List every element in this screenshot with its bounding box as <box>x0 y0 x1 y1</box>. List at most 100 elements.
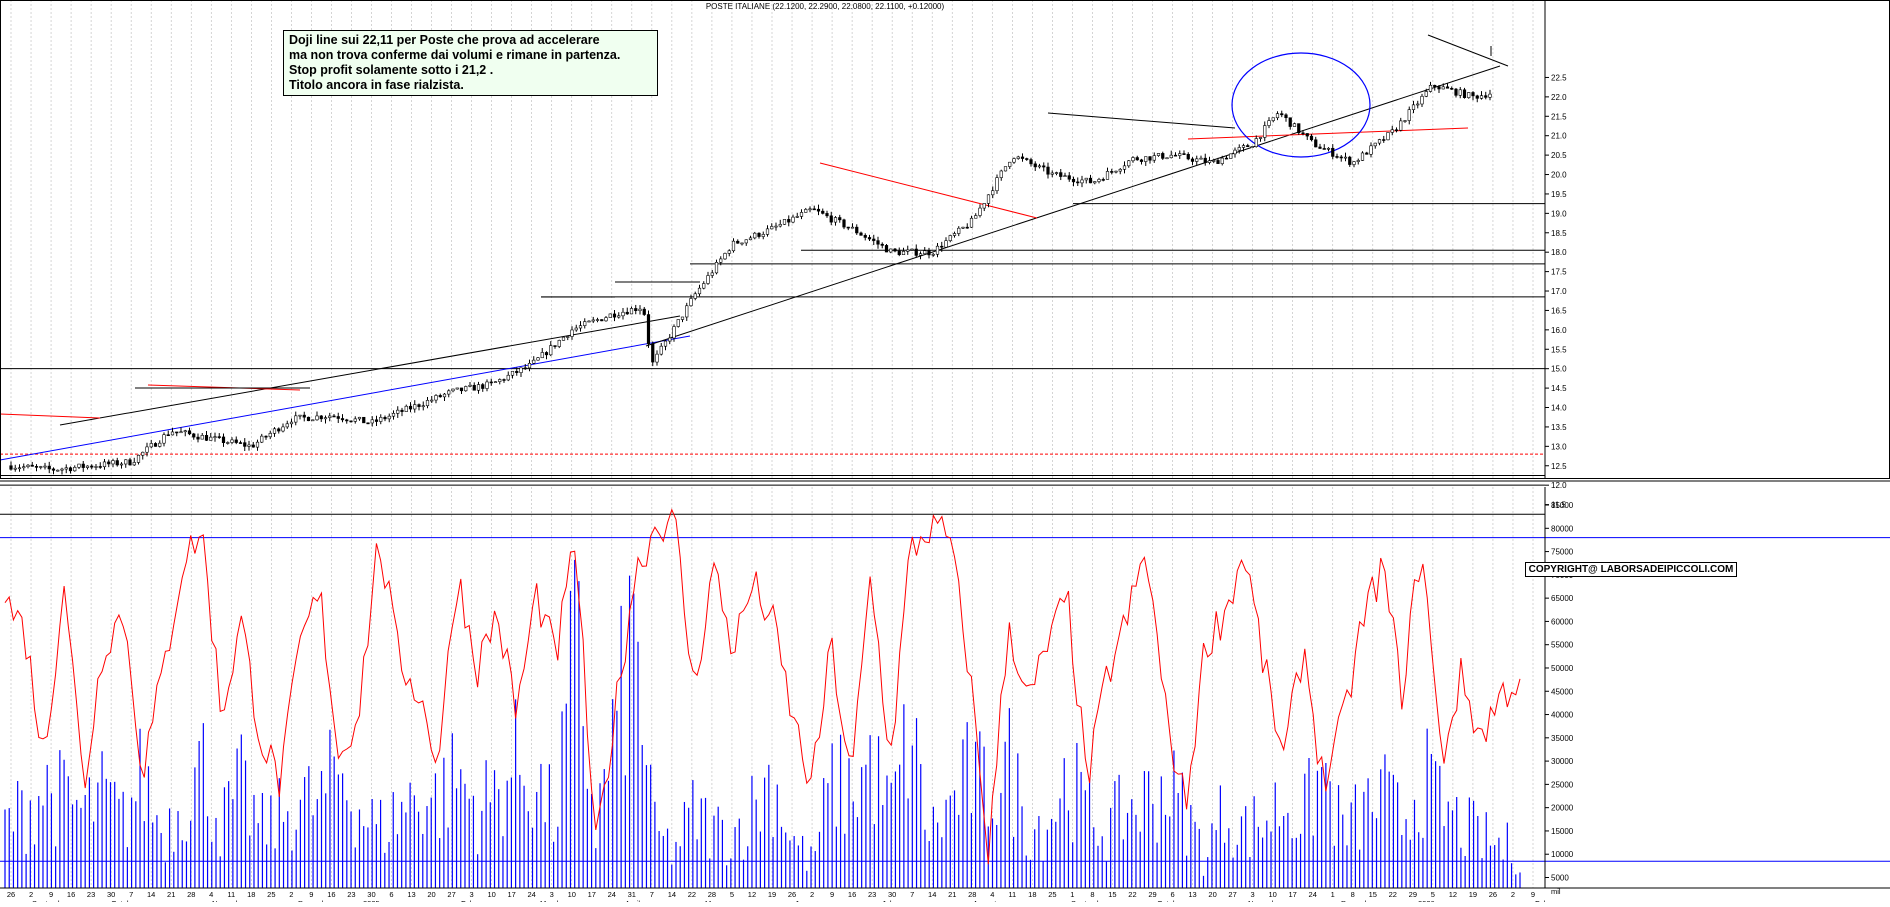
candle-body <box>1450 87 1454 90</box>
candle-body <box>94 466 98 468</box>
candle-body <box>821 210 825 214</box>
candle-body <box>897 250 901 255</box>
candle-body <box>272 428 277 434</box>
candle-body <box>893 248 897 252</box>
candle-body <box>1407 109 1411 121</box>
candle-body <box>999 170 1003 178</box>
candle-body <box>166 434 170 437</box>
candle-body <box>629 308 634 315</box>
candle-body <box>1390 129 1394 133</box>
x-tick-label-day: 31 <box>628 890 636 899</box>
candle-body <box>634 308 638 311</box>
candle-body <box>502 379 506 381</box>
candle-body <box>1084 177 1088 181</box>
candle-body <box>489 381 493 384</box>
candle-body <box>353 418 357 422</box>
candle-body <box>400 409 404 412</box>
candle-body <box>1288 117 1292 127</box>
x-tick-label-day: 14 <box>928 890 936 899</box>
candle-body <box>17 467 22 470</box>
annotation-line: Doji line sui 22,11 per Poste che prova … <box>289 33 600 47</box>
x-tick-label-day: 19 <box>768 890 776 899</box>
y-tick-label: 22.5 <box>1551 73 1567 82</box>
candle-body <box>727 250 731 254</box>
candle-body <box>1131 157 1135 162</box>
candle-body <box>617 315 621 318</box>
x-tick-label-day: 27 <box>1228 890 1236 899</box>
x-tick-label-day: 4 <box>209 890 213 899</box>
candle-body <box>234 439 238 443</box>
candle-body <box>217 436 221 438</box>
resistance-trendline <box>1047 112 1236 129</box>
candle-body <box>842 219 846 228</box>
candle-body <box>26 464 30 467</box>
resistance-trendline <box>1427 34 1509 67</box>
x-tick-label-day: 9 <box>309 890 313 899</box>
y-tick-label: 14.0 <box>1551 404 1567 413</box>
volume-series <box>0 537 1890 888</box>
candle-body <box>1182 153 1186 155</box>
candle-body <box>655 353 659 363</box>
y-tick-label: 15.5 <box>1551 345 1567 354</box>
candle-body <box>81 463 85 468</box>
x-tick-label-day: 24 <box>528 890 536 899</box>
candle-body <box>1199 157 1203 160</box>
candle-body <box>255 441 260 448</box>
candle-body <box>1484 95 1488 98</box>
y-tick-label: 80000 <box>1551 524 1574 533</box>
y-tick-label: 5000 <box>1551 874 1569 883</box>
candle-body <box>1241 145 1246 148</box>
candle-body <box>413 404 417 410</box>
candle-body <box>833 217 838 223</box>
candle-body <box>697 287 702 295</box>
candle-body <box>404 405 408 412</box>
candle-body <box>1020 156 1025 159</box>
candle-body <box>153 443 158 447</box>
candle-body <box>187 430 192 435</box>
candle-body <box>1454 88 1458 96</box>
y-tick-label: 10000 <box>1551 850 1574 859</box>
x-tick-label-day: 18 <box>247 890 255 899</box>
candle-body <box>459 387 464 392</box>
x-tick-label-day: 17 <box>507 890 515 899</box>
candle-body <box>1046 166 1050 175</box>
candle-body <box>829 215 833 223</box>
candle-body <box>969 217 974 228</box>
candle-body <box>549 345 553 356</box>
candle-body <box>1016 156 1020 159</box>
candle-body <box>825 213 829 217</box>
candle-body <box>1280 113 1284 116</box>
candle-body <box>1297 123 1301 134</box>
x-tick-label-day: 3 <box>550 890 554 899</box>
candle-body <box>213 436 217 438</box>
candle-body <box>1284 114 1288 119</box>
x-tick-label-day: 3 <box>1251 890 1255 899</box>
candle-body <box>770 226 774 230</box>
candle-body <box>774 225 778 228</box>
candle-body <box>1305 133 1309 137</box>
candle-body <box>1118 168 1122 172</box>
candle-body <box>948 235 952 241</box>
candle-body <box>434 395 438 401</box>
candle-body <box>791 216 795 223</box>
candle-body <box>383 417 387 420</box>
candle-body <box>676 319 680 327</box>
candle-body <box>668 337 672 342</box>
candle-body <box>1369 145 1373 155</box>
candle-body <box>366 422 370 425</box>
candle-body <box>1433 85 1437 87</box>
copyright-label: COPYRIGHT@ LABORSADEIPICCOLI.COM <box>1525 562 1737 577</box>
resistance-line <box>1187 127 1469 140</box>
x-tick-label-day: 23 <box>347 890 355 899</box>
candle-body <box>1071 178 1076 183</box>
candle-body <box>374 419 379 422</box>
candle-body <box>782 219 787 225</box>
candle-body <box>918 253 923 256</box>
x-tick-label-day: 2 <box>1511 890 1515 899</box>
candle-body <box>1165 157 1169 160</box>
candle-body <box>1063 175 1067 177</box>
candle-body <box>651 343 655 363</box>
candle-body <box>927 250 931 256</box>
